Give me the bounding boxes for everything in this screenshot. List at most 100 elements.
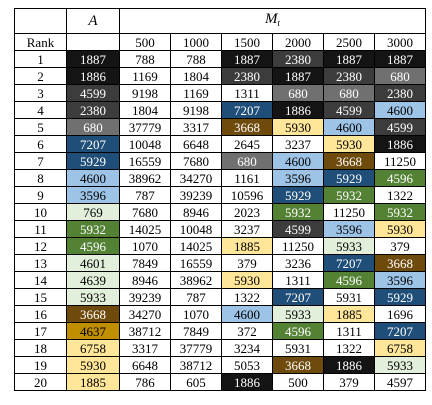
value-cell: 3596: [374, 271, 426, 289]
m-subscript: t: [277, 17, 280, 28]
table-row: 14 4639 8946 38962 5930 1311 4596 3596: [14, 271, 426, 289]
value-cell: 14025: [170, 237, 222, 255]
value-cell: 3668: [374, 254, 426, 272]
a-value-cell: 2380: [66, 101, 120, 119]
column-header-1500: 1500: [221, 33, 273, 51]
a-value-cell: 3596: [66, 186, 120, 204]
value-cell: 788: [170, 50, 222, 68]
value-cell: 788: [119, 50, 171, 68]
a-value-cell: 4600: [66, 169, 120, 187]
a-value-cell: 5932: [66, 220, 120, 238]
value-cell: 37779: [119, 118, 171, 136]
value-cell: 4600: [272, 152, 324, 170]
rank-cell: 12: [14, 237, 67, 255]
value-cell: 1886: [323, 356, 375, 374]
a-subheader-empty: [66, 33, 120, 51]
rank-cell: 9: [14, 186, 67, 204]
a-value-cell: 769: [66, 203, 120, 221]
value-cell: 1322: [323, 339, 375, 357]
value-cell: 7207: [272, 288, 324, 306]
value-cell: 1161: [221, 169, 273, 187]
value-cell: 1886: [374, 135, 426, 153]
value-cell: 5930: [374, 220, 426, 238]
value-cell: 5930: [323, 135, 375, 153]
table-row: 20 1885 786 605 1886 500 379 4597: [14, 373, 426, 391]
table-row: 11 5932 14025 10048 3237 4599 3596 5930: [14, 220, 426, 238]
value-cell: 1886: [272, 101, 324, 119]
table-row: 4 2380 1804 9198 7207 1886 4599 4600: [14, 101, 426, 119]
value-cell: 37779: [170, 339, 222, 357]
value-cell: 1070: [119, 237, 171, 255]
a-value-cell: 1886: [66, 67, 120, 85]
value-cell: 786: [119, 373, 171, 391]
a-value-cell: 5929: [66, 152, 120, 170]
a-value-cell: 680: [66, 118, 120, 136]
value-cell: 5932: [374, 203, 426, 221]
value-cell: 379: [221, 254, 273, 272]
value-cell: 3234: [221, 339, 273, 357]
value-cell: 5053: [221, 356, 273, 374]
value-cell: 5930: [272, 118, 324, 136]
table-row: 5 680 37779 3317 3668 5930 4600 4599: [14, 118, 426, 136]
rank-cell: 1: [14, 50, 67, 68]
value-cell: 14025: [119, 220, 171, 238]
value-cell: 1885: [323, 305, 375, 323]
rank-cell: 3: [14, 84, 67, 102]
column-header-1000: 1000: [170, 33, 222, 51]
rank-cell: 17: [14, 322, 67, 340]
a-value-cell: 7207: [66, 135, 120, 153]
value-cell: 10048: [170, 220, 222, 238]
value-cell: 6648: [170, 135, 222, 153]
value-cell: 3668: [323, 152, 375, 170]
table-row: 16 3668 34270 1070 4600 5933 1885 1696: [14, 305, 426, 323]
value-cell: 4600: [374, 101, 426, 119]
value-cell: 38712: [119, 322, 171, 340]
value-cell: 2380: [323, 67, 375, 85]
header-row-top: A Mt: [14, 8, 426, 34]
value-cell: 5931: [323, 288, 375, 306]
value-cell: 7849: [170, 322, 222, 340]
value-cell: 2380: [272, 50, 324, 68]
table-row: 10 769 7680 8946 2023 5932 11250 5932: [14, 203, 426, 221]
value-cell: 5932: [272, 203, 324, 221]
value-cell: 39239: [170, 186, 222, 204]
value-cell: 34270: [170, 169, 222, 187]
rank-cell: 11: [14, 220, 67, 238]
value-cell: 8946: [119, 271, 171, 289]
corner-cell: [14, 8, 67, 34]
value-cell: 7207: [374, 322, 426, 340]
value-cell: 7680: [170, 152, 222, 170]
value-cell: 38712: [170, 356, 222, 374]
value-cell: 1887: [323, 50, 375, 68]
value-cell: 3668: [221, 118, 273, 136]
a-value-cell: 4601: [66, 254, 120, 272]
value-cell: 1804: [170, 67, 222, 85]
value-cell: 1885: [221, 237, 273, 255]
rank-cell: 16: [14, 305, 67, 323]
value-cell: 379: [374, 237, 426, 255]
value-cell: 3596: [323, 220, 375, 238]
value-cell: 4596: [272, 322, 324, 340]
value-cell: 5932: [323, 186, 375, 204]
value-cell: 10596: [221, 186, 273, 204]
value-cell: 2023: [221, 203, 273, 221]
value-cell: 1887: [272, 67, 324, 85]
a-value-cell: 4639: [66, 271, 120, 289]
rank-cell: 13: [14, 254, 67, 272]
rank-cell: 8: [14, 169, 67, 187]
table-row: 18 6758 3317 37779 3234 5931 1322 6758: [14, 339, 426, 357]
value-cell: 38962: [170, 271, 222, 289]
value-cell: 16559: [119, 152, 171, 170]
value-cell: 1696: [374, 305, 426, 323]
value-cell: 379: [323, 373, 375, 391]
value-cell: 3237: [272, 135, 324, 153]
rank-cell: 2: [14, 67, 67, 85]
value-cell: 39239: [119, 288, 171, 306]
value-cell: 680: [221, 152, 273, 170]
rank-cell: 10: [14, 203, 67, 221]
value-cell: 1311: [323, 322, 375, 340]
value-cell: 9198: [119, 84, 171, 102]
value-cell: 4597: [374, 373, 426, 391]
table-row: 2 1886 1169 1804 2380 1887 2380 680: [14, 67, 426, 85]
table-row: 8 4600 38962 34270 1161 3596 5929 4596: [14, 169, 426, 187]
